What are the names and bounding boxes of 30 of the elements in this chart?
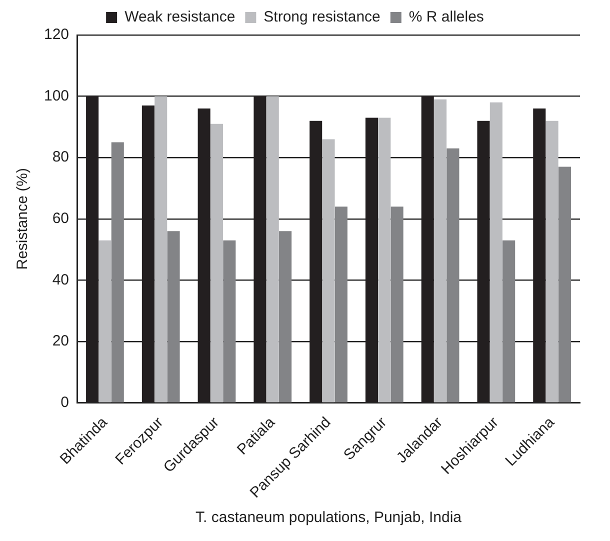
bar — [378, 118, 391, 402]
bar — [223, 240, 236, 402]
y-tick-label: 100 — [44, 87, 70, 104]
legend-label: Strong resistance — [264, 8, 380, 26]
bar — [502, 240, 516, 402]
bar — [167, 231, 180, 402]
bar — [434, 99, 447, 402]
bar — [322, 139, 335, 402]
bar — [111, 142, 124, 402]
bar — [334, 206, 348, 402]
bar — [266, 96, 279, 402]
y-tick-label: 80 — [52, 148, 70, 166]
y-tick-label: 20 — [52, 332, 70, 350]
bar — [390, 206, 404, 402]
bar — [279, 231, 292, 402]
bar — [210, 124, 224, 402]
y-tick-label: 60 — [52, 210, 70, 228]
legend-label: % R alleles — [408, 8, 484, 26]
bar — [558, 166, 571, 402]
bar — [546, 120, 558, 402]
y-tick-label: 0 — [60, 394, 70, 411]
y-tick-label: 40 — [52, 271, 70, 288]
y-tick-label: 120 — [44, 26, 70, 44]
bar — [446, 148, 460, 402]
x-axis-title: T. castaneum populations, Punjab, India — [196, 509, 462, 526]
bar — [154, 96, 168, 402]
bar — [490, 102, 502, 402]
legend-label: Weak resistance — [124, 8, 236, 26]
y-axis-title: Resistance (%) — [14, 168, 32, 270]
bar — [98, 240, 112, 402]
